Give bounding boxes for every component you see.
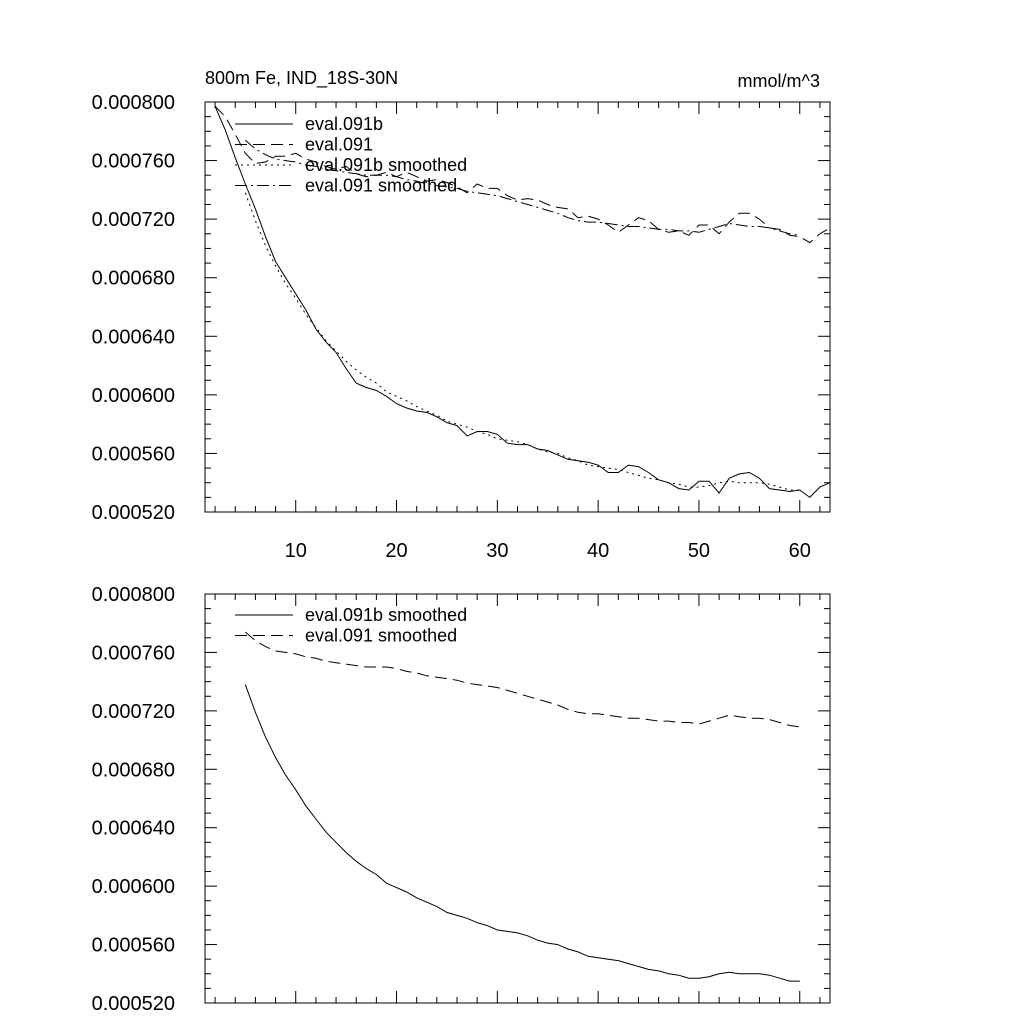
- x-tick-label: 20: [385, 540, 407, 562]
- y-tick-label: 0.000640: [92, 326, 175, 348]
- y-tick-label: 0.000520: [92, 502, 175, 524]
- legend-label: eval.091 smoothed: [305, 626, 457, 646]
- plot-frame: [204, 101, 831, 513]
- y-tick-label: 0.000600: [92, 385, 175, 407]
- series-line-eval-091b-smoothed: [244, 684, 800, 982]
- chart-title: 800m Fe, IND_18S-30N: [205, 68, 398, 89]
- y-tick-label: 0.000640: [92, 818, 175, 840]
- y-tick-label: 0.000800: [92, 92, 175, 114]
- y-tick-label: 0.000560: [92, 443, 175, 465]
- top-panel: 10 20 30 40 50 60 0.000520 0.000560 0.000600 0.00…: [92, 68, 831, 562]
- series-line-eval-091-smoothed: [244, 139, 800, 236]
- legend-label: eval.091 smoothed: [305, 176, 457, 196]
- y-tick-label: 0.000720: [92, 701, 175, 723]
- series-line-eval-091b: [214, 106, 831, 499]
- y-tick-label: 0.000760: [92, 642, 175, 664]
- x-tick-label: 60: [789, 540, 811, 562]
- series-line-eval-091-smoothed: [244, 631, 800, 728]
- legend-label: eval.091: [305, 135, 373, 155]
- legend-label: eval.091b smoothed: [305, 155, 467, 175]
- y-tick-label: 0.000720: [92, 209, 175, 231]
- y-tick-label: 0.000560: [92, 935, 175, 957]
- x-tick-label: 30: [486, 540, 508, 562]
- x-tick-label: 40: [587, 540, 609, 562]
- y-tick-label: 0.000680: [92, 268, 175, 290]
- bottom-panel: 0.000520 0.000560 0.000600 0.000640 0.000680…: [92, 584, 831, 1015]
- y-tick-label: 0.000680: [92, 759, 175, 781]
- legend-label: eval.091b smoothed: [305, 605, 467, 625]
- x-tick-label: 50: [688, 540, 710, 562]
- units-label: mmol/m^3: [738, 71, 820, 91]
- y-tick-label: 0.000760: [92, 151, 175, 173]
- series-line-eval-091: [214, 106, 831, 244]
- series-line-eval-091b-smoothed: [244, 192, 800, 491]
- y-tick-label: 0.000600: [92, 876, 175, 898]
- x-tick-label: 10: [285, 540, 307, 562]
- legend-label: eval.091b: [305, 114, 383, 134]
- plot-frame: [204, 593, 831, 1004]
- y-tick-label: 0.000800: [92, 584, 175, 606]
- y-tick-label: 0.000520: [92, 993, 175, 1015]
